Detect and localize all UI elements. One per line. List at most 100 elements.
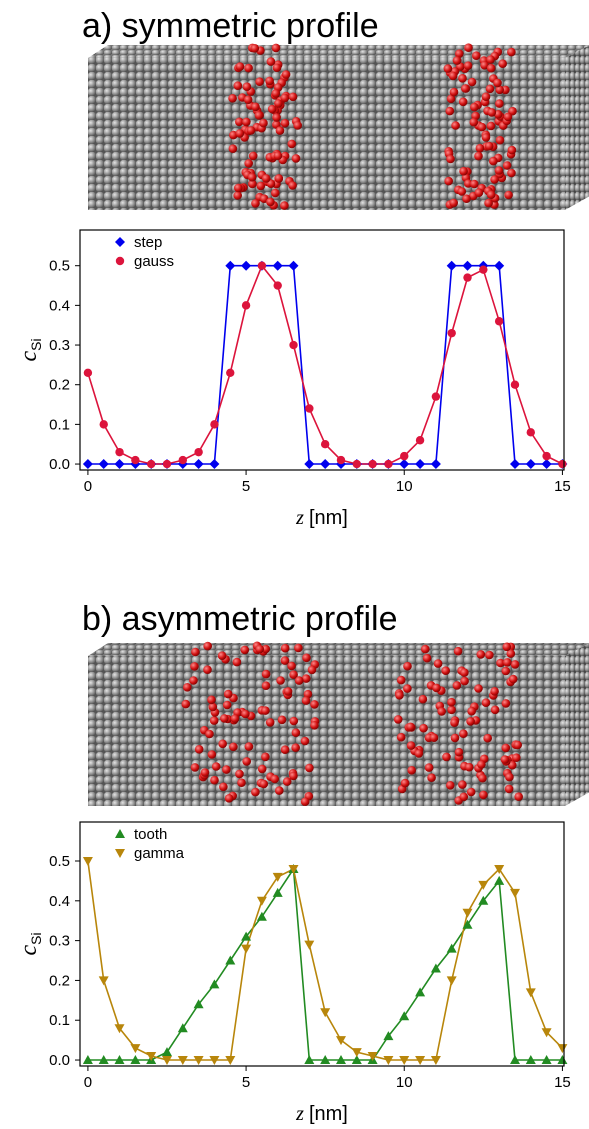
si-atom [474,684,483,693]
panel-title: b) asymmetric profile [82,600,398,638]
x-tick-label: 5 [242,1074,250,1091]
data-point [352,459,361,469]
si-atom [301,696,311,705]
si-atom [190,662,199,671]
data-point [430,1056,441,1065]
si-atom [504,784,514,794]
si-atom [266,57,276,66]
atom-slab [88,641,589,806]
si-atom [223,689,233,699]
plot-frame [79,229,565,471]
si-atom [490,175,499,184]
si-atom [480,61,489,70]
data-point [446,260,457,271]
si-atom [246,126,256,135]
si-atom [503,658,512,667]
si-atom [464,762,474,772]
si-atom [469,117,479,127]
x-label-unit: [nm] [309,507,348,529]
data-point [415,987,426,997]
data-point [320,459,331,469]
si-atom [446,154,455,164]
si-atom [508,674,518,684]
si-atom [453,646,463,656]
si-atom [406,722,415,732]
si-atom [300,797,310,806]
legend-marker [115,256,125,266]
si-atom [513,740,522,750]
si-atom [291,743,301,752]
si-atom [444,176,454,186]
si-atom [207,750,217,759]
data-point [320,1008,331,1018]
data-point [193,459,204,469]
si-atom [470,102,479,112]
legend-label: gauss [134,253,174,270]
si-atom [242,757,251,766]
si-atom [267,104,277,114]
data-point [225,955,236,965]
si-atom [255,644,264,654]
data-point [541,459,552,469]
si-atom [288,181,297,190]
si-atom [458,97,468,107]
si-atom [280,643,290,653]
si-atom [288,92,298,102]
si-atom [287,139,297,149]
si-atom [222,765,231,774]
si-atom [463,61,473,70]
data-point [304,1055,315,1064]
data-point [114,1055,125,1064]
data-point [304,940,315,950]
si-atom [233,191,242,200]
si-atom [474,188,484,197]
data-point [478,880,489,890]
si-atom [272,113,281,122]
si-atom [486,190,496,199]
si-atom [275,786,284,795]
y-tick-label: 0.1 [49,1012,70,1029]
si-atom [403,661,412,671]
data-point [241,944,252,954]
si-atom [217,651,227,660]
data-point [367,1052,378,1061]
si-atom [466,717,475,726]
si-atom [280,745,290,754]
si-atom [395,691,404,700]
data-point [305,404,314,413]
si-atom [448,71,458,81]
si-atom [207,695,216,705]
data-point [479,265,488,274]
si-atom [251,199,260,208]
data-point [368,459,377,469]
y-tick-label: 0.5 [49,258,70,275]
data-point [130,1055,141,1064]
data-point [399,1011,410,1021]
si-atom [485,650,494,660]
data-point [288,260,299,271]
x-tick-label: 5 [242,478,250,495]
si-atom [259,779,269,789]
si-atom [514,792,523,801]
data-point [131,455,140,465]
y-axis-label: cSi [16,932,44,955]
si-atom [460,668,469,677]
data-point [210,420,219,429]
data-point [257,261,267,270]
si-atom [242,82,252,91]
si-atom [503,112,513,122]
si-atom [270,774,280,784]
data-point [399,1056,410,1065]
data-point [146,459,156,469]
si-atom [228,144,238,153]
si-atom [490,705,500,715]
si-atom [495,85,505,95]
data-point [384,459,393,469]
si-atom [305,763,314,773]
si-atom [274,99,283,108]
si-atom [209,716,219,725]
si-atom [447,697,456,707]
si-atom [476,650,486,659]
si-atom [407,766,417,775]
y-axis-label: cSi [16,338,44,361]
